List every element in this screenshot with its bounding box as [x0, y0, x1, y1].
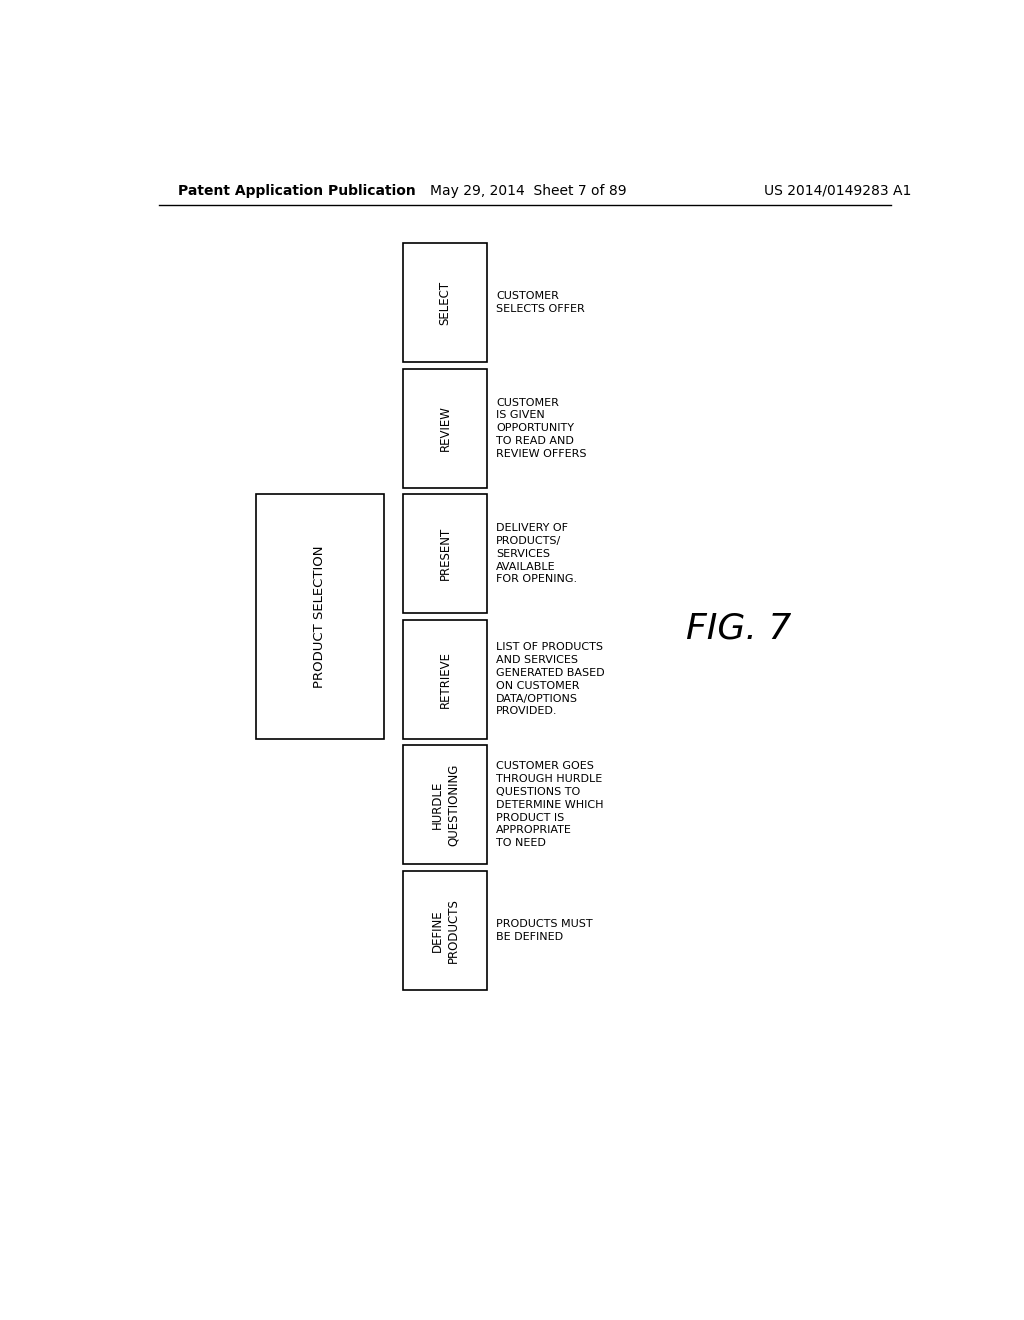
Bar: [403, 494, 486, 614]
Text: LIST OF PRODUCTS
AND SERVICES
GENERATED BASED
ON CUSTOMER
DATA/OPTIONS
PROVIDED.: LIST OF PRODUCTS AND SERVICES GENERATED …: [496, 643, 605, 717]
Bar: [403, 368, 486, 488]
Text: DEFINE
PRODUCTS: DEFINE PRODUCTS: [430, 898, 460, 962]
Bar: [403, 871, 486, 990]
Text: PRODUCTS MUST
BE DEFINED: PRODUCTS MUST BE DEFINED: [496, 919, 593, 941]
Text: PRESENT: PRESENT: [438, 527, 452, 581]
Text: SELECT: SELECT: [438, 281, 452, 325]
Text: CUSTOMER
SELECTS OFFER: CUSTOMER SELECTS OFFER: [496, 292, 585, 314]
Bar: [256, 494, 384, 739]
Text: PRODUCT SELECTION: PRODUCT SELECTION: [313, 545, 327, 688]
Text: DELIVERY OF
PRODUCTS/
SERVICES
AVAILABLE
FOR OPENING.: DELIVERY OF PRODUCTS/ SERVICES AVAILABLE…: [496, 523, 578, 585]
Text: FIG. 7: FIG. 7: [686, 611, 792, 645]
Text: CUSTOMER GOES
THROUGH HURDLE
QUESTIONS TO
DETERMINE WHICH
PRODUCT IS
APPROPRIATE: CUSTOMER GOES THROUGH HURDLE QUESTIONS T…: [496, 762, 603, 849]
Bar: [403, 243, 486, 363]
Text: May 29, 2014  Sheet 7 of 89: May 29, 2014 Sheet 7 of 89: [430, 183, 627, 198]
Text: REVIEW: REVIEW: [438, 405, 452, 451]
Text: CUSTOMER
IS GIVEN
OPPORTUNITY
TO READ AND
REVIEW OFFERS: CUSTOMER IS GIVEN OPPORTUNITY TO READ AN…: [496, 397, 587, 459]
Text: Patent Application Publication: Patent Application Publication: [178, 183, 416, 198]
Text: US 2014/0149283 A1: US 2014/0149283 A1: [764, 183, 911, 198]
Bar: [403, 744, 486, 865]
Text: HURDLE
QUESTIONING: HURDLE QUESTIONING: [430, 764, 460, 846]
Text: RETRIEVE: RETRIEVE: [438, 651, 452, 708]
Bar: [403, 619, 486, 739]
